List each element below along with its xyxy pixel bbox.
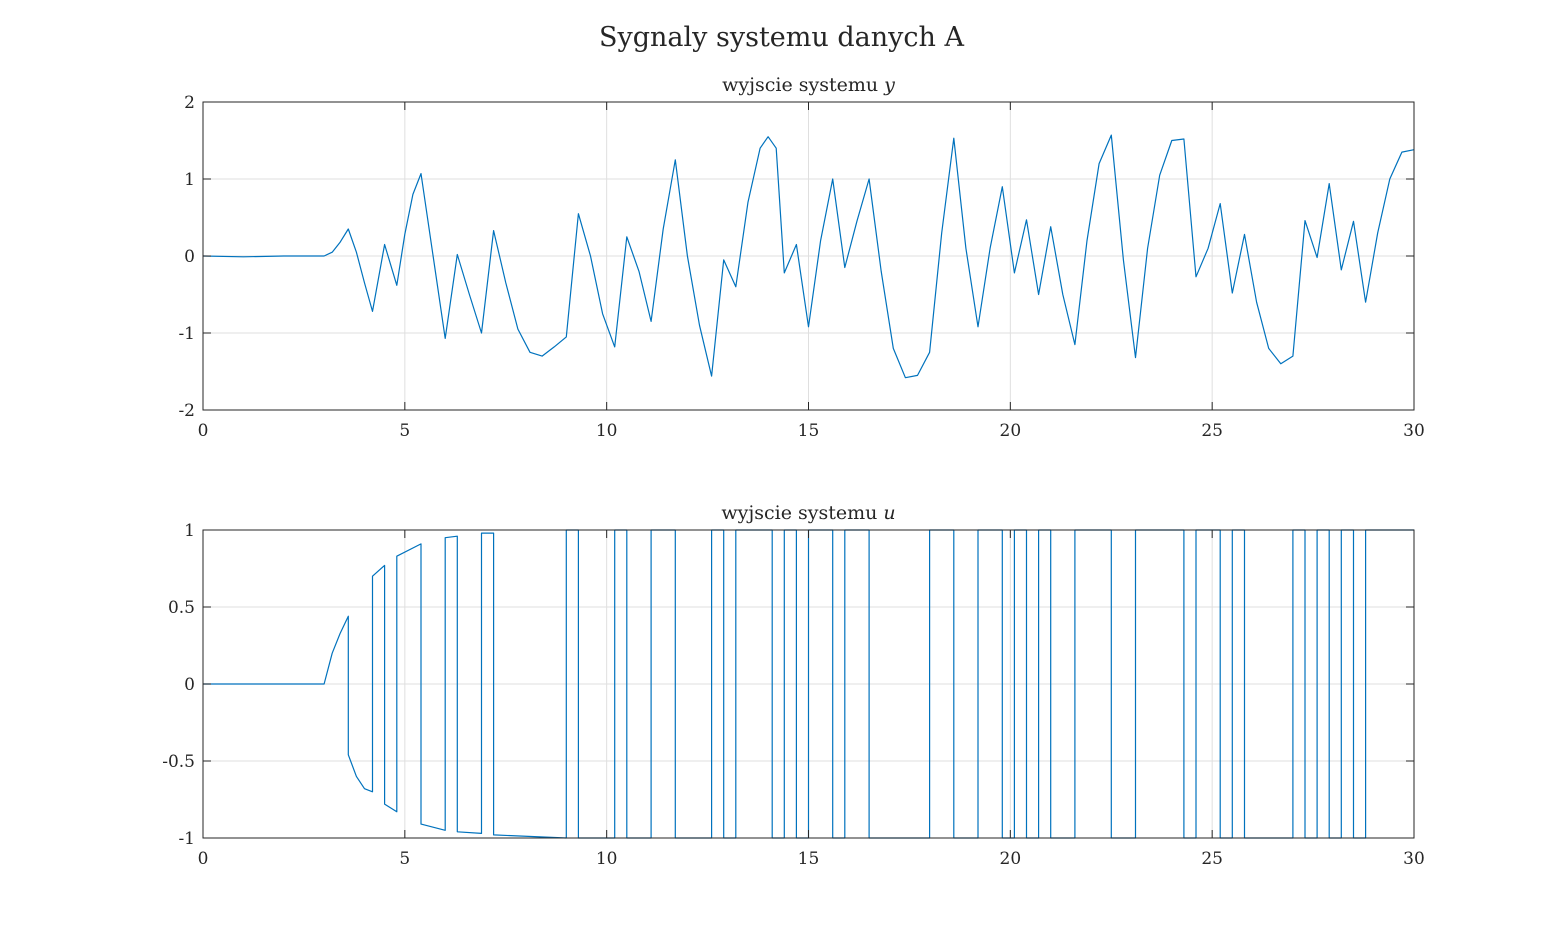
subplot-1-xtick-label-6: 30	[1403, 421, 1425, 441]
subplot-1: 0 5 10 15 20 25 30 -2 -1 0 1 2 wyjscie systemu y	[178, 74, 1424, 441]
subplot-2-ytick-label-0: -1	[178, 829, 195, 849]
subplot-2-xtick-label-2: 10	[596, 849, 618, 869]
subplot-1-ytick-label-4: 2	[184, 93, 195, 113]
subplot-1-xtick-label-3: 15	[798, 421, 820, 441]
subplot-2-ytick-label-4: 1	[184, 521, 195, 541]
subplot-1-xtick-label-5: 25	[1201, 421, 1223, 441]
figure-title: Sygnaly systemu danych A	[599, 22, 964, 53]
subplot-1-title-var: y	[883, 74, 895, 96]
subplot-1-xtick-label-2: 10	[596, 421, 618, 441]
subplot-2-ytick-label-2: 0	[184, 675, 195, 695]
subplot-2-xtick-label-3: 15	[798, 849, 820, 869]
subplot-2: 0 5 10 15 20 25 30 -1 -0.5 0 0.5 1 wyjscie systemu u	[162, 502, 1425, 869]
subplot-2-title: wyjscie systemu u	[721, 502, 895, 524]
subplot-1-ytick-label-0: -2	[178, 401, 195, 421]
subplot-1-ytick-label-3: 1	[184, 170, 195, 190]
subplot-1-title-text: wyjscie systemu	[722, 74, 884, 96]
subplot-2-xtick-label-0: 0	[198, 849, 209, 869]
subplot-1-xtick-label-4: 20	[1000, 421, 1022, 441]
subplot-2-xtick-label-6: 30	[1403, 849, 1425, 869]
subplot-1-ytick-label-1: -1	[178, 324, 195, 344]
subplot-1-xtick-label-1: 5	[399, 421, 410, 441]
subplot-1-series-line-0	[202, 134, 1415, 379]
subplot-2-ytick-label-1: -0.5	[162, 752, 195, 772]
subplot-2-xtick-label-4: 20	[1000, 849, 1022, 869]
subplot-2-series-line-0	[203, 529, 1414, 839]
subplot-1-title: wyjscie systemu y	[722, 74, 895, 96]
subplot-1-ytick-label-2: 0	[184, 247, 195, 267]
subplot-2-ytick-label-3: 0.5	[168, 598, 195, 618]
subplot-2-title-var: u	[883, 502, 895, 524]
subplot-1-xtick-label-0: 0	[198, 421, 209, 441]
subplot-2-title-text: wyjscie systemu	[721, 502, 883, 524]
subplot-2-xtick-label-1: 5	[399, 849, 410, 869]
subplot-2-xtick-label-5: 25	[1201, 849, 1223, 869]
